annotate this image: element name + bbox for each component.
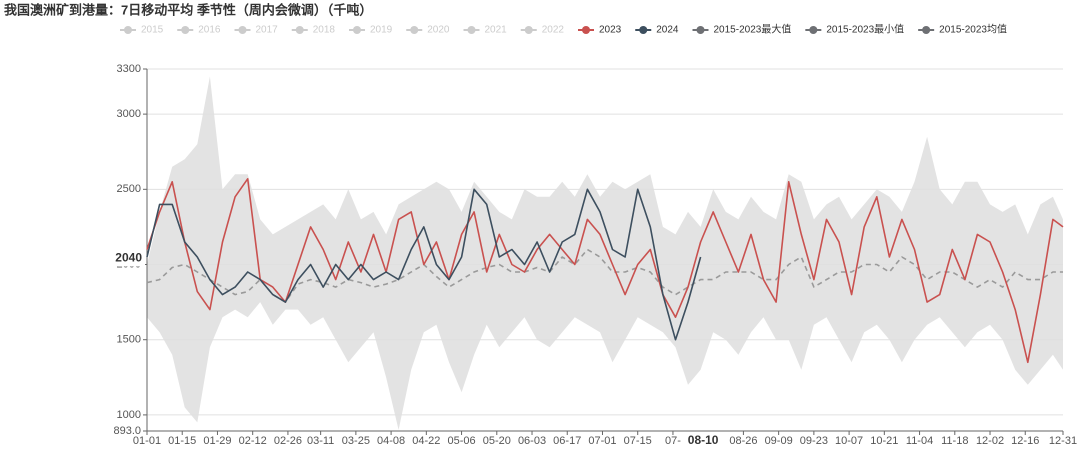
legend-marker [238, 26, 247, 34]
y-tick-label: 1000 [117, 409, 141, 421]
legend-label: 2015 [141, 25, 164, 36]
x-tick-label: 04-22 [412, 435, 440, 447]
legend-marker [295, 26, 304, 34]
series-line [146, 188, 702, 341]
x-tick-label: 02-26 [274, 435, 302, 447]
y-tick-label: 3300 [117, 63, 141, 75]
x-tick-label: 08-26 [729, 435, 757, 447]
legend-marker [124, 26, 132, 34]
x-tick-label: 02-12 [239, 435, 267, 447]
x-tick-label: 03-25 [342, 435, 370, 447]
x-tick-label: 03-11 [307, 435, 334, 447]
legend-label: 2020 [427, 25, 450, 36]
legend-marker [809, 26, 818, 34]
x-tick-label: 11-04 [906, 435, 933, 447]
legend-marker [410, 26, 419, 34]
legend-marker [467, 26, 476, 34]
band-area [147, 302, 1063, 431]
legend-label: 2015-2023最小值 [826, 23, 904, 36]
pointer-y-label: 2040 [115, 251, 142, 265]
legend-label: 2016 [198, 25, 221, 36]
x-tick-label: 09-09 [765, 435, 793, 447]
chart-title: 我国澳洲矿到港量：7日移动平均 季节性（周内会微调）（千吨） [4, 2, 372, 17]
pointer-x-box [683, 433, 724, 449]
x-tick-label: 06-03 [518, 435, 546, 447]
legend-label: 2017 [256, 25, 279, 36]
legend-marker [922, 26, 931, 34]
x-tick-label: 05-20 [483, 435, 511, 447]
x-tick-label: 09-23 [800, 435, 828, 447]
x-tick-label: 11-18 [941, 435, 968, 447]
legend-marker [582, 26, 590, 34]
x-tick-label: 12-31 [1049, 435, 1077, 447]
x-tick-label: 12-02 [976, 435, 1004, 447]
legend-label: 2019 [370, 25, 393, 36]
x-tick-label: 04-08 [377, 435, 405, 447]
x-tick-label: 01-29 [203, 435, 231, 447]
legend-marker [639, 26, 648, 34]
y-tick-label: 1500 [117, 334, 141, 346]
legend-label: 2021 [485, 25, 508, 36]
series-line [146, 178, 1064, 364]
pointer-y-box [111, 250, 145, 267]
x-tick-label: 05-06 [447, 435, 475, 447]
legend-marker [696, 26, 705, 34]
legend-marker [524, 26, 533, 34]
legend-label: 2015-2023均值 [939, 23, 1007, 36]
y-tick-label: 3000 [117, 108, 141, 120]
legend-label: 2024 [656, 25, 679, 36]
x-tick-label: 07-01 [588, 435, 616, 447]
x-tick-label: 07-15 [624, 435, 652, 447]
legend-label: 2023 [599, 25, 622, 36]
x-tick-label: 01-15 [168, 435, 196, 447]
mean-line [146, 248, 1063, 303]
y-tick-label: 893.0 [113, 425, 141, 437]
x-tick-label: 06-17 [553, 435, 581, 447]
x-tick-label: 10-07 [835, 435, 863, 447]
x-tick-label: 07- [665, 435, 681, 447]
pointer-x-label: 08-10 [688, 433, 719, 447]
legend-marker [181, 26, 190, 34]
y-tick-label: 2500 [117, 183, 141, 195]
x-tick-label: 12-16 [1011, 435, 1039, 447]
x-tick-label: 10-21 [870, 435, 898, 447]
legend-marker [353, 26, 361, 34]
legend-label: 2018 [313, 25, 336, 36]
legend-label: 2015-2023最大值 [714, 23, 792, 36]
legend-label: 2022 [542, 25, 565, 36]
x-tick-label: 01-01 [133, 435, 161, 447]
